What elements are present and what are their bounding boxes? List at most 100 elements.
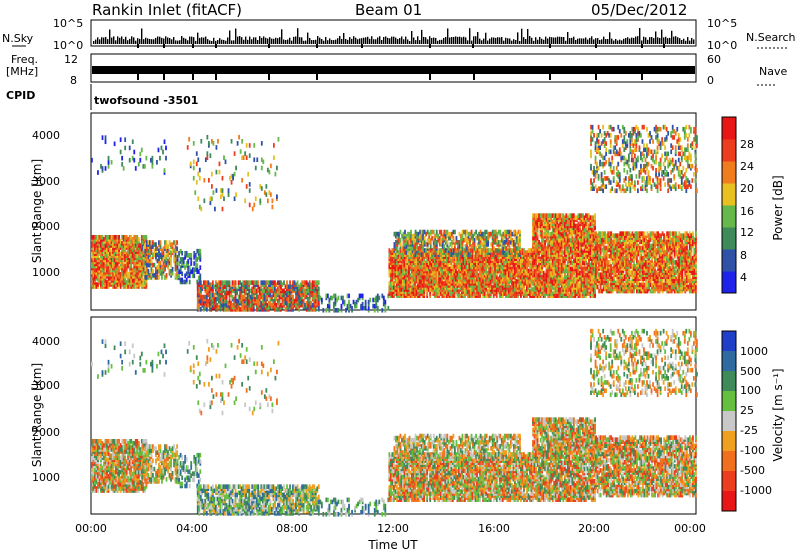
power-cell <box>446 240 449 245</box>
power-cell <box>376 297 379 303</box>
power-cell <box>423 240 426 245</box>
power-cell <box>429 237 432 243</box>
power-cell <box>491 229 494 235</box>
power-cell <box>461 274 463 280</box>
nsky-bar <box>181 36 183 44</box>
power-cell <box>278 280 281 285</box>
power-cell <box>155 246 157 251</box>
power-cell <box>384 303 387 309</box>
power-cell <box>243 288 246 294</box>
freq-label: Freq. <box>11 53 38 66</box>
power-cell <box>142 262 145 268</box>
power-cell <box>532 252 534 257</box>
power-cell <box>509 248 512 253</box>
power-cell <box>144 242 147 247</box>
nsky-bar <box>687 37 689 44</box>
power-cell <box>456 270 459 276</box>
power-cell <box>162 256 165 262</box>
power-cell <box>479 293 482 298</box>
nsky-bar <box>647 39 649 44</box>
nsky-bar <box>169 38 171 44</box>
nsky-bar <box>611 38 613 44</box>
power-cell <box>442 270 445 276</box>
power-cell <box>523 248 525 253</box>
power-cell <box>504 270 507 276</box>
power-cell <box>115 269 117 275</box>
power-cell <box>173 258 175 264</box>
power-cell <box>124 263 127 269</box>
power-cell <box>489 272 492 278</box>
power-cell <box>418 254 421 259</box>
power-cell <box>275 296 278 302</box>
power-cell <box>496 252 499 257</box>
power-cell <box>199 298 202 304</box>
power-cell <box>133 278 136 283</box>
nsky-bar <box>139 38 141 44</box>
nsky-bar <box>163 38 165 44</box>
power-cell <box>427 287 430 292</box>
nsky-bar <box>437 40 439 44</box>
power-cell <box>91 282 93 287</box>
station-title: Rankin Inlet (fitACF) <box>92 1 242 19</box>
nsky-bar <box>635 36 637 44</box>
power-cell <box>162 264 165 270</box>
power-cell <box>196 263 199 268</box>
power-cell <box>150 256 153 262</box>
power-cell <box>252 288 255 294</box>
power-cell <box>538 213 540 218</box>
power-cell <box>428 231 431 237</box>
power-cell <box>208 300 211 306</box>
power-cell <box>465 264 468 270</box>
power-cell <box>532 213 534 218</box>
nsky-tick-mark <box>641 44 643 48</box>
nsky-bar <box>117 36 119 44</box>
power-cell <box>468 293 471 298</box>
nsky-bar <box>547 38 549 44</box>
power-cell <box>164 240 166 245</box>
power-cell <box>191 273 194 279</box>
power-cell <box>199 273 202 279</box>
nsky-bar <box>577 38 579 44</box>
power-cell <box>402 242 405 247</box>
power-cell <box>436 260 439 266</box>
nsky-bar <box>405 36 407 44</box>
power-cell <box>212 284 214 290</box>
power-cell <box>533 272 536 278</box>
power-cell <box>317 290 320 296</box>
nsky-bar <box>537 39 539 44</box>
power-cell <box>541 233 544 239</box>
power-cell <box>505 246 508 251</box>
power-cell <box>491 242 494 247</box>
power-cell <box>480 248 483 253</box>
nsky-bar <box>207 39 209 44</box>
power-cell <box>308 280 311 285</box>
power-cell <box>134 261 137 267</box>
power-cell <box>196 257 199 262</box>
power-cell <box>205 298 208 304</box>
power-cell <box>155 275 157 280</box>
nsky-tick-bottom: 10^0 <box>53 39 83 52</box>
power-cell <box>396 260 398 266</box>
power-cell <box>420 233 423 239</box>
power-cell <box>450 231 453 237</box>
power-cell <box>284 300 287 306</box>
power-cell <box>438 270 441 276</box>
power-cell <box>119 271 122 277</box>
power-cell <box>178 269 181 275</box>
power-cell <box>388 248 391 253</box>
power-cell <box>181 277 184 283</box>
power-cell <box>179 257 182 262</box>
power-cell <box>499 250 502 255</box>
power-cell <box>101 241 104 246</box>
power-cell <box>237 294 240 300</box>
power-cell <box>225 284 228 290</box>
power-cell <box>155 252 157 258</box>
power-cell <box>399 264 401 270</box>
nave-tick-top: 60 <box>707 53 721 66</box>
power-cell <box>407 231 409 237</box>
power-cell <box>295 296 297 302</box>
power-cell <box>451 264 454 270</box>
power-cell <box>427 256 430 262</box>
power-cell <box>196 300 199 306</box>
power-cell <box>458 240 461 245</box>
